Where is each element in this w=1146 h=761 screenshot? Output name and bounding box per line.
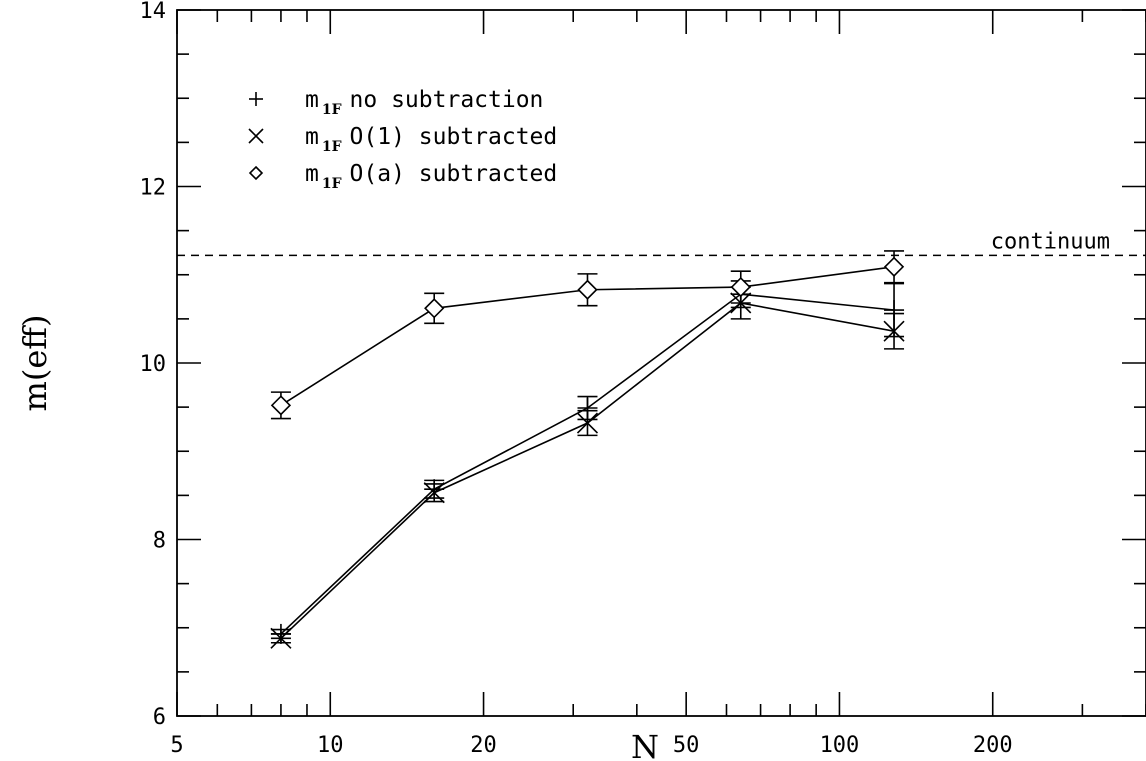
legend-label-text: O(1) subtracted: [350, 124, 558, 150]
legend-label-main: m: [305, 87, 319, 113]
cross-b: [576, 412, 599, 434]
x-tick-label: 20: [470, 733, 497, 758]
y-tick-label: 12: [140, 176, 167, 201]
cross-marker: [248, 128, 264, 144]
diamond-shape: [248, 165, 264, 181]
diamond-shape: [270, 395, 292, 416]
series-2: [270, 286, 905, 649]
legend-label: m 1F O(1) subtracted: [305, 124, 557, 155]
legend-label-main: m: [305, 124, 319, 150]
cross-marker: [883, 320, 905, 342]
diamond-marker: [270, 395, 292, 416]
x-tick-labels: 5 10 20 50 100 200: [170, 733, 1012, 758]
series-line: [280, 293, 895, 635]
cross-b: [270, 627, 292, 649]
continuum-label: continuum: [991, 229, 1110, 254]
x-axis-title: N: [631, 728, 659, 761]
reference-line-group: continuum: [177, 229, 1146, 257]
axis-ticks: [176, 9, 1146, 717]
y-tick-labels: 6 8 10 12 14: [140, 0, 167, 730]
legend-label-text: no subtraction: [350, 87, 544, 113]
series-3: [270, 250, 905, 420]
x-tick-label: 200: [973, 733, 1013, 758]
legend-item: m 1F O(a) subtracted: [248, 161, 557, 192]
legend-item: m 1F O(1) subtracted: [248, 124, 557, 155]
y-tick-label: 8: [153, 529, 166, 554]
diamond-shape: [577, 279, 598, 300]
diamond-shape: [424, 298, 445, 319]
legend-label-subscript: 1F: [322, 102, 342, 118]
diamond-shape: [730, 276, 751, 298]
y-tick-label: 14: [140, 0, 167, 24]
legend-label-text: O(a) subtracted: [350, 161, 558, 187]
diamond-shape: [883, 256, 905, 277]
plus-marker: [249, 92, 263, 106]
y-tick-label: 6: [153, 705, 166, 730]
diamond-marker: [577, 279, 598, 300]
diamond-marker: [424, 298, 445, 319]
series-line: [280, 302, 895, 639]
legend-label: m 1F O(a) subtracted: [305, 161, 557, 192]
diamond-marker: [730, 276, 751, 298]
legend-label: m 1F no subtraction: [305, 87, 543, 118]
series-group: [270, 250, 905, 649]
cross-marker: [270, 627, 292, 649]
legend-label-subscript: 1F: [322, 139, 342, 155]
legend-label-main: m: [305, 161, 319, 187]
legend-item: m 1F no subtraction: [249, 87, 543, 118]
cross-b: [883, 320, 905, 342]
cross-marker: [423, 482, 445, 504]
diamond-marker: [248, 165, 264, 181]
y-axis-title: m(eff): [16, 315, 54, 412]
x-tick-label: 5: [170, 733, 183, 758]
series-1: [270, 280, 905, 644]
cross-marker: [576, 412, 599, 434]
x-tick-label: 100: [820, 733, 860, 758]
x-tick-label: 10: [317, 733, 344, 758]
cross-b: [423, 482, 445, 504]
legend-label-subscript: 1F: [322, 176, 342, 192]
cross-b: [248, 128, 264, 144]
x-tick-label: 50: [673, 733, 700, 758]
diamond-marker: [883, 256, 905, 277]
y-tick-label: 10: [140, 352, 167, 377]
